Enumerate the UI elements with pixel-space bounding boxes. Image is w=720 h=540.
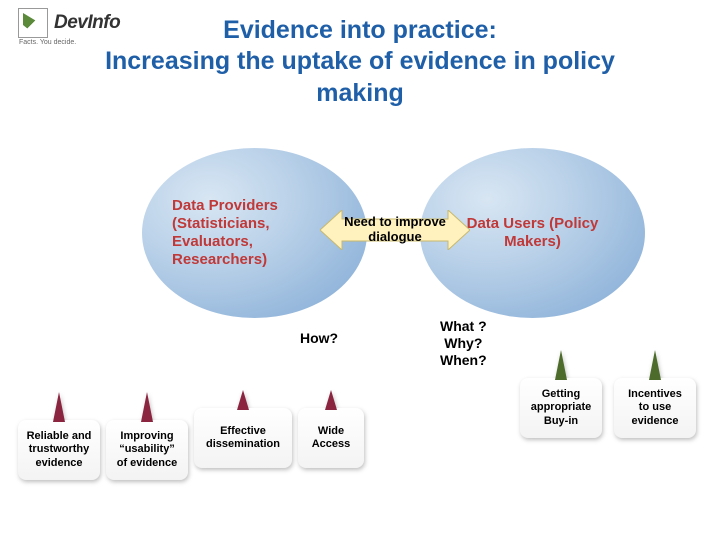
callout-access-label: Wide Access — [298, 408, 364, 468]
callout-incentives: Incentives to use evidence — [614, 378, 696, 438]
callout-tail-icon — [555, 350, 567, 380]
callout-usability: Improving “usability” of evidence — [106, 420, 188, 480]
callout-tail-icon — [325, 390, 337, 410]
callout-dissem-label: Effective dissemination — [194, 408, 292, 468]
callout-dissem: Effective dissemination — [194, 408, 292, 468]
callout-tail-icon — [141, 392, 153, 422]
label-what-why-when: What ?Why?When? — [440, 318, 487, 368]
callout-buyin: Getting appropriate Buy-in — [520, 378, 602, 438]
callout-tail-icon — [237, 390, 249, 410]
callout-access: Wide Access — [298, 408, 364, 468]
center-arrow: Need to improve dialogue — [320, 210, 470, 250]
label-how: How? — [300, 330, 338, 347]
callout-usability-label: Improving “usability” of evidence — [106, 420, 188, 480]
callout-reliable: Reliable and trustworthy evidence — [18, 420, 100, 480]
callout-tail-icon — [53, 392, 65, 422]
callout-tail-icon — [649, 350, 661, 380]
center-arrow-label: Need to improve dialogue — [320, 215, 470, 245]
page-title: Evidence into practice:Increasing the up… — [0, 15, 720, 109]
callout-incentives-label: Incentives to use evidence — [614, 378, 696, 438]
callout-buyin-label: Getting appropriate Buy-in — [520, 378, 602, 438]
callout-reliable-label: Reliable and trustworthy evidence — [18, 420, 100, 480]
